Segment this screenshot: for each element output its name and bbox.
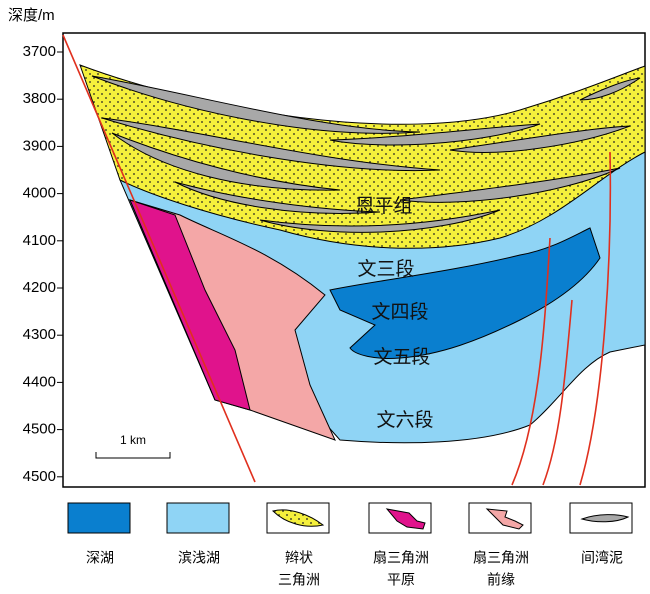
y-tick-label: 4200 <box>23 279 56 296</box>
unit-label: 文五段 <box>373 346 430 368</box>
legend-swatch <box>468 502 532 534</box>
y-tick-label: 4500 <box>23 421 56 438</box>
y-tick-label: 4000 <box>23 185 56 202</box>
swatch-shape <box>580 514 630 523</box>
legend-label: 扇三角洲 <box>373 550 429 566</box>
swatch-shape <box>166 502 230 534</box>
scale-bar <box>95 452 171 459</box>
swatch-shape <box>485 508 524 530</box>
legend-label: 前缘 <box>487 572 515 588</box>
swatch-shape <box>272 509 325 527</box>
y-tick-label: 4100 <box>23 232 56 249</box>
swatch-shape <box>385 508 426 530</box>
legend-swatch <box>569 502 633 534</box>
section <box>79 64 646 444</box>
legend-swatch <box>266 502 330 534</box>
y-tick-label: 3700 <box>23 43 56 60</box>
legend-label: 辫状 <box>285 550 313 566</box>
legend-label: 滨浅湖 <box>178 550 220 566</box>
y-tick-label: 3800 <box>23 90 56 107</box>
legend-swatch <box>166 502 230 534</box>
axis-label: 深度/m <box>8 7 55 24</box>
unit-label: 文六段 <box>376 409 433 431</box>
y-tick-label: 4400 <box>23 373 56 390</box>
faults <box>62 34 612 486</box>
unit-label: 恩平组 <box>355 195 412 217</box>
unit-label: 文四段 <box>371 301 428 323</box>
legend-swatch <box>368 502 432 534</box>
legend-label: 扇三角洲 <box>473 550 529 566</box>
swatch-shape <box>67 502 131 534</box>
scale-label: 1 km <box>120 433 146 447</box>
legend-swatch <box>67 502 131 534</box>
unit-label: 文三段 <box>357 258 414 280</box>
legend-label: 间湾泥 <box>581 550 623 566</box>
legend-label: 三角洲 <box>278 572 320 588</box>
y-tick-label: 3900 <box>23 137 56 154</box>
y-tick-label: 4500 <box>23 468 56 485</box>
legend-label: 深湖 <box>86 550 114 566</box>
y-tick-label: 4300 <box>23 326 56 343</box>
legend-label: 平原 <box>387 572 415 588</box>
